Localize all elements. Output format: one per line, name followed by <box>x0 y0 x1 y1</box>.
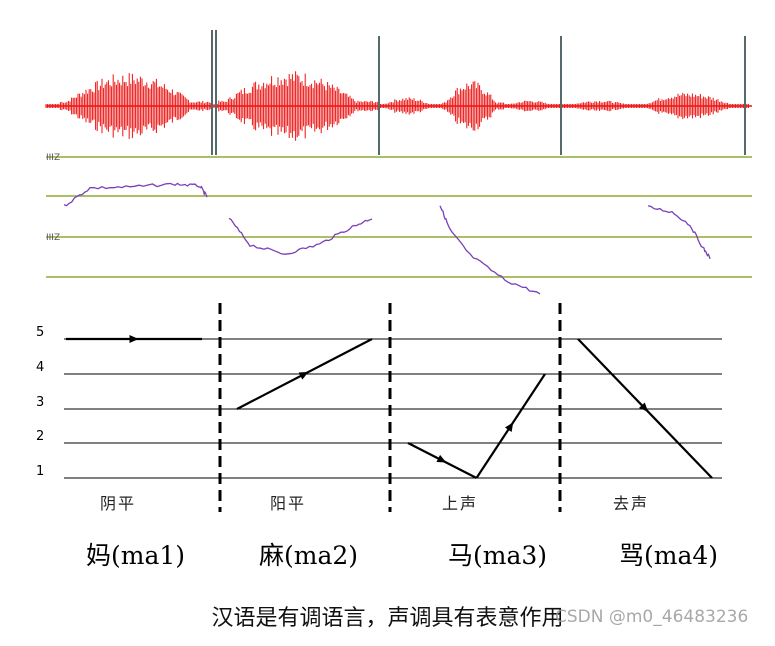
tone-scale-label-3: 3 <box>36 395 44 410</box>
syllable-3: 马(ma3) <box>448 541 548 570</box>
tone-scale-label-4: 4 <box>36 360 44 375</box>
tone-name-2: 阳平 <box>270 494 307 513</box>
tone-contour-panel: 5 4 3 2 1 <box>36 303 722 512</box>
tone-scale-label-1: 1 <box>36 464 44 479</box>
syllable-2: 麻(ma2) <box>259 541 359 570</box>
tone-arrowhead-3 <box>504 422 514 432</box>
waveform-panel <box>45 30 752 155</box>
tone-scale-label-2: 2 <box>36 429 44 444</box>
pitch-curve-tone2 <box>228 217 373 255</box>
waveform-trace <box>45 71 749 141</box>
tone-arrowhead-1 <box>129 335 139 343</box>
tone-arrowhead-3 <box>436 454 447 463</box>
watermark: CSDN @m0_46483236 <box>555 607 749 627</box>
pitch-panel: IIIZ IIIZ <box>46 153 752 295</box>
pitch-curve-tone1 <box>63 182 208 207</box>
tone-name-4: 去声 <box>613 494 650 513</box>
syllable-1: 妈(ma1) <box>86 541 186 570</box>
tone-scale-label-5: 5 <box>36 325 44 340</box>
pitch-tick-label: IIIZ <box>46 153 60 163</box>
tone-name-1: 阴平 <box>100 494 137 513</box>
caption: 汉语是有调语言，声调具有表意作用 <box>211 606 564 631</box>
pitch-curve-tone3 <box>439 205 541 295</box>
syllable-4: 骂(ma4) <box>619 541 719 570</box>
pitch-curve-tone4 <box>647 205 711 260</box>
tone-name-3: 上声 <box>442 494 479 513</box>
pitch-tick-label: IIIZ <box>46 233 60 243</box>
tone-arrowhead-4 <box>638 402 649 412</box>
tone-arrowhead-2 <box>298 371 309 380</box>
